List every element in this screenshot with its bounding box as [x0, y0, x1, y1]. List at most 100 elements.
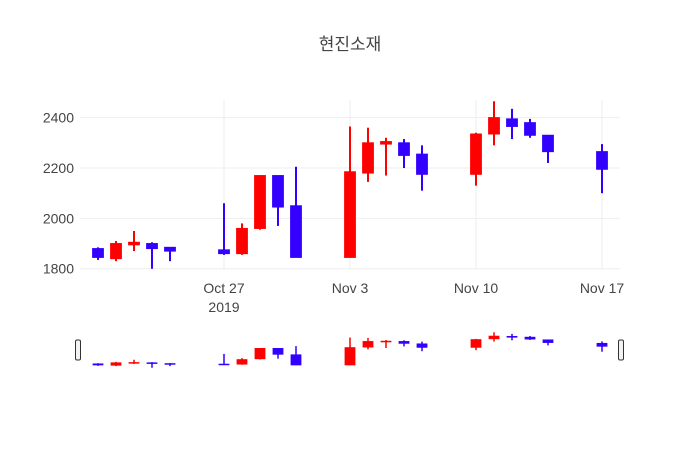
- x-tick-year-label: 2019: [208, 299, 239, 315]
- candle-body: [596, 151, 608, 170]
- slider-candle-body: [146, 362, 158, 364]
- candle-decreasing: [218, 203, 230, 255]
- slider-candle-body: [488, 335, 500, 340]
- candle-body: [362, 142, 374, 174]
- slider-candle: [128, 359, 140, 364]
- range-slider-left-handle[interactable]: [75, 339, 81, 361]
- candle-increasing: [110, 241, 122, 262]
- y-tick-label: 2400: [43, 110, 74, 126]
- slider-candle: [110, 361, 122, 367]
- slider-candle: [380, 340, 392, 348]
- candle-body: [398, 142, 410, 156]
- candle-body: [524, 122, 536, 136]
- slider-candle-body: [92, 363, 104, 366]
- candle-increasing: [380, 137, 392, 176]
- slider-candle-body: [272, 348, 284, 355]
- x-tick-label: Nov 10: [454, 280, 499, 296]
- candle-decreasing: [164, 246, 176, 262]
- slider-candle: [92, 363, 104, 366]
- y-tick-label: 2000: [43, 210, 74, 226]
- candle-increasing: [488, 101, 500, 146]
- y-tick-label: 2200: [43, 160, 74, 176]
- slider-candle: [470, 338, 482, 351]
- x-tick-label: Nov 3: [332, 280, 369, 296]
- candle-body: [344, 171, 356, 258]
- slider-candle: [416, 341, 428, 352]
- slider-candle-body: [164, 363, 176, 365]
- candle-decreasing: [92, 247, 104, 260]
- slider-candle-body: [470, 339, 482, 348]
- slider-candle: [272, 348, 284, 359]
- slider-candle-body: [290, 354, 302, 366]
- candle-body: [470, 133, 482, 175]
- candle-increasing: [236, 223, 248, 255]
- slider-candle-body: [596, 342, 608, 347]
- slider-candle: [344, 337, 356, 366]
- slider-candle: [236, 358, 248, 365]
- slider-candle-body: [380, 340, 392, 343]
- candle-decreasing: [524, 118, 536, 138]
- candle-decreasing: [596, 144, 608, 194]
- candle-decreasing: [290, 166, 302, 258]
- slider-candle-body: [110, 362, 122, 366]
- candle-body: [542, 134, 554, 153]
- candle-increasing: [254, 175, 266, 230]
- candle-body: [236, 227, 248, 255]
- slider-candle-body: [362, 341, 374, 348]
- slider-candle: [488, 332, 500, 342]
- candle-body: [380, 141, 392, 145]
- candle-increasing: [362, 127, 374, 182]
- slider-candle: [362, 337, 374, 350]
- candle-decreasing: [416, 145, 428, 191]
- axes: 1800 2000 2200 2400 Oct 27 2019 Nov 3 Nov 10 Nov…: [43, 110, 625, 315]
- candle-increasing: [344, 126, 356, 258]
- slider-candle-body: [236, 359, 248, 365]
- candle-body: [290, 205, 302, 258]
- slider-candle: [218, 353, 230, 366]
- slider-candle: [524, 336, 536, 340]
- slider-candle-body: [506, 336, 518, 338]
- candle-decreasing: [542, 134, 554, 163]
- slider-candle: [398, 340, 410, 347]
- candles: [92, 101, 608, 269]
- candle-body: [254, 175, 266, 229]
- candle-body: [164, 246, 176, 252]
- candle-decreasing: [506, 108, 518, 140]
- candle-decreasing: [146, 242, 158, 269]
- y-tick-label: 1800: [43, 261, 74, 277]
- slider-candle-body: [254, 348, 266, 360]
- range-slider[interactable]: [75, 332, 624, 368]
- candle-increasing: [128, 230, 140, 252]
- slider-candle-body: [542, 339, 554, 343]
- slider-candle: [542, 339, 554, 346]
- slider-candle: [290, 346, 302, 366]
- candle-body: [92, 248, 104, 258]
- candle-body: [506, 118, 518, 127]
- candle-body: [128, 241, 140, 246]
- candle-body: [218, 249, 230, 255]
- x-tick-label: Nov 17: [580, 280, 625, 296]
- slider-candle-body: [524, 336, 536, 340]
- slider-candle-body: [398, 341, 410, 344]
- candle-increasing: [470, 132, 482, 186]
- slider-candle: [506, 333, 518, 341]
- slider-candle-body: [128, 362, 140, 364]
- slider-candle-body: [416, 343, 428, 348]
- candle-decreasing: [398, 139, 410, 168]
- candle-decreasing: [272, 175, 284, 226]
- slider-candle: [596, 341, 608, 352]
- slider-candle-body: [344, 347, 356, 366]
- slider-candle-body: [218, 363, 230, 366]
- candle-body: [146, 243, 158, 250]
- chart-title: 현진소재: [319, 35, 382, 55]
- candle-body: [488, 117, 500, 135]
- slider-candle: [164, 363, 176, 367]
- slider-candle: [146, 362, 158, 368]
- candle-body: [272, 175, 284, 208]
- candle-body: [416, 153, 428, 175]
- range-slider-right-handle[interactable]: [618, 339, 624, 361]
- slider-candle: [254, 348, 266, 360]
- candle-body: [110, 243, 122, 260]
- x-tick-label: Oct 27: [203, 280, 244, 296]
